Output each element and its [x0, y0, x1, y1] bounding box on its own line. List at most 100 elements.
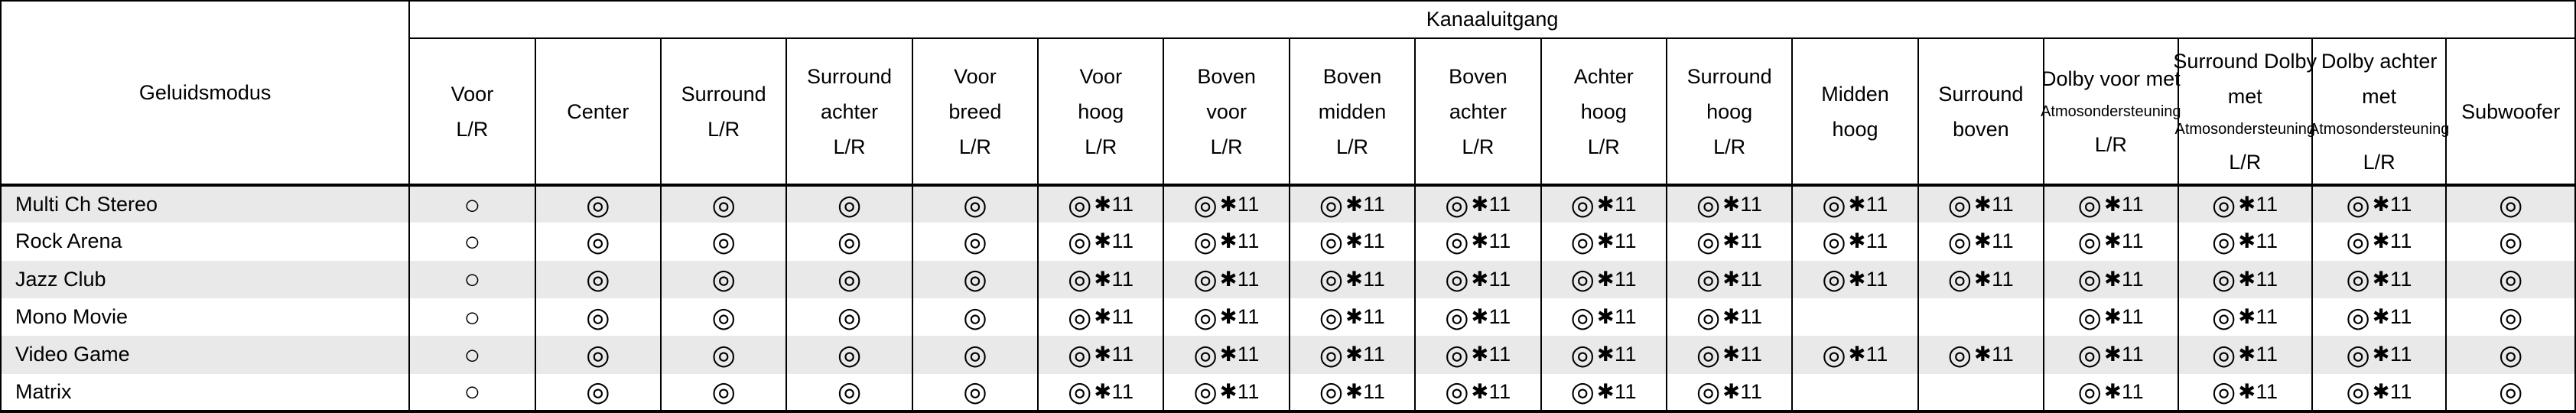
double-circle-symbol: ◎	[1696, 225, 1721, 257]
channel-cell: ◎ ✱11	[1540, 223, 1667, 261]
channel-cell: ◎	[659, 260, 788, 298]
column-header-line: Surround	[681, 82, 766, 106]
column-header-voor-breed-l-r: Voor breed L/R	[911, 37, 1039, 187]
note-reference: ✱11	[1094, 267, 1134, 291]
column-header-line: Surround	[1938, 82, 2024, 106]
channel-cell: ○	[408, 223, 536, 261]
channel-cell: ◎	[534, 185, 662, 223]
column-header-voor-l-r: Voor L/R	[408, 37, 536, 187]
column-header-line: met	[2227, 84, 2262, 108]
table-row-jazz-club: Jazz Club ○ ◎ ◎ ◎ ◎ ◎ ✱11 ◎ ✱11 ◎ ✱11 ◎ ✱11 ◎ ✱11 ◎ ✱11 ◎ ✱…	[0, 260, 2576, 298]
note-reference: ✱11	[1596, 343, 1638, 366]
double-circle-symbol: ◎	[963, 225, 987, 257]
column-header-line: Voor	[450, 82, 494, 106]
column-header-line: Voor	[954, 64, 997, 88]
channel-cell: ◎	[2445, 373, 2576, 411]
channel-cell: ◎ ✱11	[1414, 298, 1542, 337]
table-header: Geluidsmodus Kanaaluitgang Voor L/R Center…	[0, 0, 2576, 187]
double-circle-symbol: ◎	[711, 263, 736, 295]
column-header-line: L/R	[2363, 150, 2395, 174]
double-circle-symbol: ◎	[837, 188, 862, 220]
column-header-surround-l-r: Surround L/R	[659, 37, 788, 187]
note-reference: ✱11	[1219, 343, 1260, 366]
double-circle-symbol: ◎	[1445, 338, 1469, 370]
note-reference: ✱11	[1094, 229, 1134, 253]
column-header-line: voor	[1206, 99, 1247, 123]
double-circle-symbol: ◎	[1570, 263, 1595, 295]
column-header-line: L/R	[2094, 132, 2127, 156]
channel-cell: ◎	[659, 223, 788, 261]
channel-cell: ◎ ✱11	[1037, 185, 1165, 223]
note-reference: ✱11	[1974, 193, 2015, 216]
note-reference: ✱11	[1974, 267, 2015, 291]
note-reference: ✱11	[1848, 343, 1888, 366]
channel-cell: ◎ ✱11	[1414, 223, 1542, 261]
column-header-boven-achter-l-r: Boven achter L/R	[1414, 37, 1542, 187]
channel-cell: ◎ ✱11	[1037, 223, 1165, 261]
double-circle-symbol: ◎	[837, 376, 862, 408]
channel-cell: ◎ ✱11	[2177, 298, 2313, 337]
single-circle-symbol: ○	[463, 188, 481, 220]
channel-cell: ◎ ✱11	[2043, 223, 2179, 261]
double-circle-symbol: ◎	[2211, 301, 2236, 333]
column-header-line: L/R	[1210, 135, 1243, 158]
double-circle-symbol: ◎	[837, 301, 862, 333]
column-header-surround-boven: Surround boven	[1917, 37, 2045, 187]
note-reference: ✱11	[1345, 229, 1386, 253]
note-reference: ✱11	[1094, 305, 1134, 329]
sound-mode-cell: Video Game	[0, 336, 411, 374]
double-circle-symbol: ◎	[2498, 188, 2523, 220]
double-circle-symbol: ◎	[1570, 301, 1595, 333]
channel-cell: ◎ ✱11	[1288, 336, 1416, 374]
double-circle-symbol: ◎	[963, 301, 987, 333]
note-reference: ✱11	[2372, 267, 2412, 291]
channel-cell: ◎ ✱11	[1288, 373, 1416, 411]
note-reference: ✱11	[1094, 193, 1134, 216]
column-header-line: boven	[1953, 117, 2009, 141]
double-circle-symbol: ◎	[1193, 338, 1218, 370]
note-reference: ✱11	[1722, 267, 1763, 291]
column-header-line: hoog	[1580, 99, 1627, 123]
table-row-mono-movie: Mono Movie ○ ◎ ◎ ◎ ◎ ◎ ✱11 ◎ ✱11 ◎ ✱11 ◎ ✱11 ◎ ✱11 ◎ ✱11 ◎…	[0, 298, 2576, 337]
channel-cell: ◎ ✱11	[1917, 223, 2045, 261]
column-header-line: Dolby achter	[2321, 49, 2438, 73]
channel-cell: ◎	[2445, 223, 2576, 261]
note-reference: ✱11	[1471, 229, 1511, 253]
column-header-line: Subwoofer	[2461, 99, 2561, 123]
channel-cell: ◎ ✱11	[1665, 185, 1794, 223]
channel-cell: ◎ ✱11	[1540, 185, 1667, 223]
channel-cell: ◎ ✱11	[2311, 260, 2448, 298]
note-reference: ✱11	[2103, 305, 2145, 329]
channel-cell: ○	[408, 298, 536, 337]
note-reference: ✱11	[1471, 267, 1511, 291]
column-header-midden-hoog: Midden hoog	[1791, 37, 1919, 187]
column-header-line: L/R	[1713, 135, 1746, 158]
channel-cell: ◎ ✱11	[1791, 260, 1919, 298]
sound-mode-cell: Mono Movie	[0, 298, 411, 337]
double-circle-symbol: ◎	[1319, 301, 1344, 333]
column-header-line: Surround	[1686, 64, 1772, 88]
note-reference: ✱11	[1471, 305, 1511, 329]
channel-cell: ◎ ✱11	[1414, 260, 1542, 298]
channel-cell: ◎	[659, 373, 788, 411]
double-circle-symbol: ◎	[586, 188, 610, 220]
channel-cell: ◎	[2445, 298, 2576, 337]
double-circle-symbol: ◎	[1570, 188, 1595, 220]
channel-cell: ◎	[785, 185, 913, 223]
channel-cell: ◎	[911, 298, 1039, 337]
channel-cell: ◎ ✱11	[2043, 260, 2179, 298]
channel-cell: ◎ ✱11	[1163, 336, 1290, 374]
double-circle-symbol: ◎	[2346, 188, 2370, 220]
note-reference: ✱11	[1345, 305, 1386, 329]
note-reference: ✱11	[1848, 229, 1888, 253]
sound-mode-cell: Multi Ch Stereo	[0, 185, 411, 223]
channel-cell: ◎ ✱11	[2043, 373, 2179, 411]
channel-cell: ◎ ✱11	[1540, 373, 1667, 411]
channel-cell: ◎ ✱11	[1037, 373, 1165, 411]
column-header-line: hoog	[1078, 99, 1124, 123]
note-reference: ✱11	[1722, 229, 1763, 253]
double-circle-symbol: ◎	[1696, 188, 1721, 220]
double-circle-symbol: ◎	[1696, 301, 1721, 333]
double-circle-symbol: ◎	[837, 338, 862, 370]
double-circle-symbol: ◎	[1947, 338, 1973, 370]
